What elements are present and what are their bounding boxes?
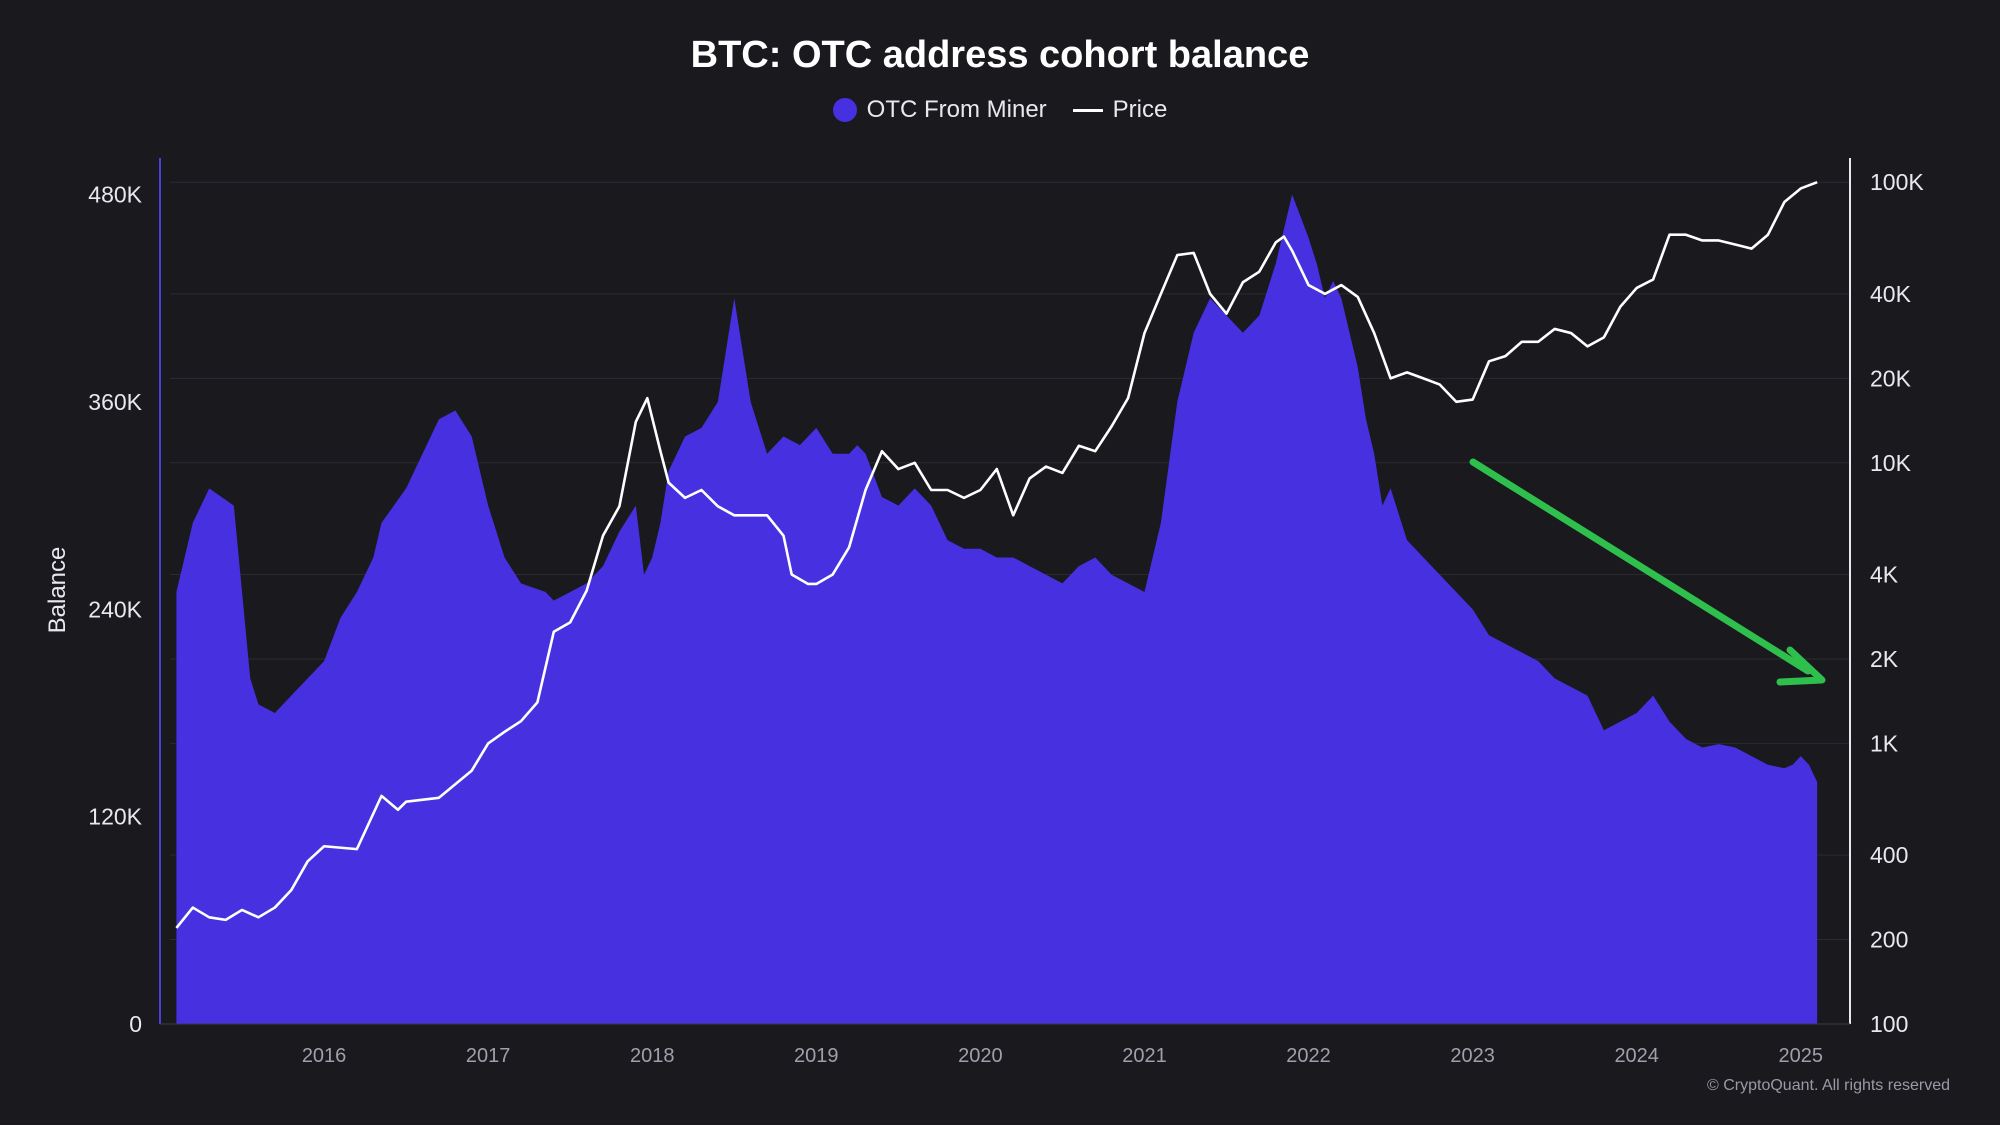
- y-left-tick-label: 360K: [88, 389, 142, 415]
- y-left-tick-label: 120K: [88, 804, 142, 830]
- series-area-otc-from-miner: [176, 194, 1818, 1024]
- trend-arrow-head: [1776, 646, 1826, 686]
- legend-item-price[interactable]: Price: [1072, 96, 1168, 124]
- x-tick-label: 2023: [1450, 1045, 1495, 1067]
- x-tick-label: 2018: [630, 1045, 675, 1067]
- x-tick-label: 2025: [1779, 1045, 1824, 1067]
- legend-line-icon: [1072, 108, 1103, 112]
- series-line-price: [175, 181, 1818, 929]
- copyright-text: © CryptoQuant. All rights reserved: [1707, 1077, 1950, 1094]
- y-right-tick-label: 100K: [1870, 169, 1924, 195]
- y-right-tick-label: 1K: [1870, 730, 1899, 756]
- x-tick-label: 2022: [1286, 1045, 1331, 1067]
- y-right-tick-label: 2K: [1870, 646, 1899, 672]
- y-right-tick-label: 20K: [1870, 365, 1912, 391]
- chart-legend: OTC From Miner Price: [0, 96, 2000, 124]
- x-tick-label: 2024: [1614, 1045, 1659, 1067]
- legend-item-otc-from-miner[interactable]: OTC From Miner: [832, 96, 1047, 124]
- y-right-tick-label: 40K: [1870, 281, 1912, 307]
- x-tick-label: 2017: [466, 1045, 511, 1067]
- y-right-tick-label: 400: [1870, 842, 1908, 868]
- y-right-tick-label: 4K: [1870, 561, 1899, 587]
- legend-label-otc-from-miner: OTC From Miner: [866, 96, 1047, 123]
- x-tick-label: 2021: [1122, 1045, 1167, 1067]
- y-right-tick-label: 10K: [1870, 450, 1912, 476]
- y-left-tick-label: 0: [129, 1011, 142, 1037]
- trend-arrow-line: [1469, 458, 1812, 675]
- x-tick-label: 2019: [794, 1045, 839, 1067]
- legend-label-price: Price: [1112, 96, 1168, 123]
- x-tick-label: 2016: [302, 1045, 347, 1067]
- chart-title: BTC: OTC address cohort balance: [690, 34, 1310, 76]
- x-tick-label: 2020: [958, 1045, 1003, 1067]
- y-right-tick-label: 200: [1870, 927, 1908, 953]
- legend-dot-icon: [832, 98, 857, 122]
- y-left-tick-label: 480K: [88, 182, 142, 208]
- y-left-tick-label: 240K: [88, 596, 142, 622]
- y-right-tick-label: 100: [1870, 1011, 1908, 1037]
